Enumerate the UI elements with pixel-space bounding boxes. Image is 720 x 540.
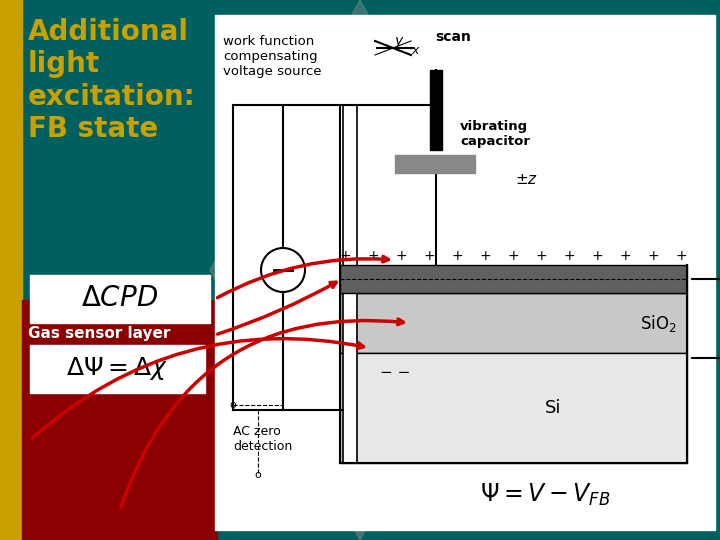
Bar [30, 275, 210, 323]
Text: $y$: $y$ [395, 36, 405, 51]
Text: vibrating
capacitor: vibrating capacitor [460, 120, 530, 148]
Text: SiO$_2$: SiO$_2$ [640, 313, 677, 334]
Text: o: o [255, 470, 261, 480]
Text: +: + [395, 249, 407, 263]
Bar [340, 293, 687, 353]
Bar [340, 353, 687, 463]
Text: +: + [451, 249, 463, 263]
Text: AC zero
detection: AC zero detection [233, 425, 292, 453]
Bar [395, 155, 475, 173]
Text: $x$: $x$ [411, 44, 420, 57]
Text: o: o [230, 400, 236, 410]
Text: +: + [480, 249, 491, 263]
Bar [340, 265, 687, 293]
Circle shape [261, 248, 305, 292]
Polygon shape [210, 0, 510, 540]
Bar [343, 105, 357, 463]
Bar [30, 345, 205, 393]
Text: +: + [591, 249, 603, 263]
Text: +: + [339, 249, 351, 263]
Text: Additional
light
excitation:
FB state: Additional light excitation: FB state [28, 18, 196, 143]
Text: $\Delta\Psi = \Delta\chi$: $\Delta\Psi = \Delta\chi$ [66, 355, 168, 382]
Text: +: + [563, 249, 575, 263]
Text: Si: Si [545, 399, 562, 417]
Text: +: + [507, 249, 519, 263]
Text: scan: scan [435, 30, 471, 44]
Text: +: + [367, 249, 379, 263]
Text: +: + [535, 249, 546, 263]
Text: +: + [647, 249, 659, 263]
Bar [0, 0, 22, 540]
Text: $\pm z$: $\pm z$ [515, 172, 538, 187]
Text: +: + [619, 249, 631, 263]
Text: Gas sensor layer: Gas sensor layer [28, 326, 171, 341]
Text: $\Delta CPD$: $\Delta CPD$ [81, 286, 158, 313]
Bar [22, 300, 217, 540]
Bar [215, 15, 715, 530]
Bar [430, 70, 442, 150]
Text: work function
compensating
voltage source: work function compensating voltage sourc… [223, 35, 322, 78]
Text: $\Psi = V - V_{FB}$: $\Psi = V - V_{FB}$ [480, 482, 611, 508]
Text: +: + [423, 249, 435, 263]
Text: +: + [675, 249, 687, 263]
Text: − −: − − [380, 365, 410, 380]
